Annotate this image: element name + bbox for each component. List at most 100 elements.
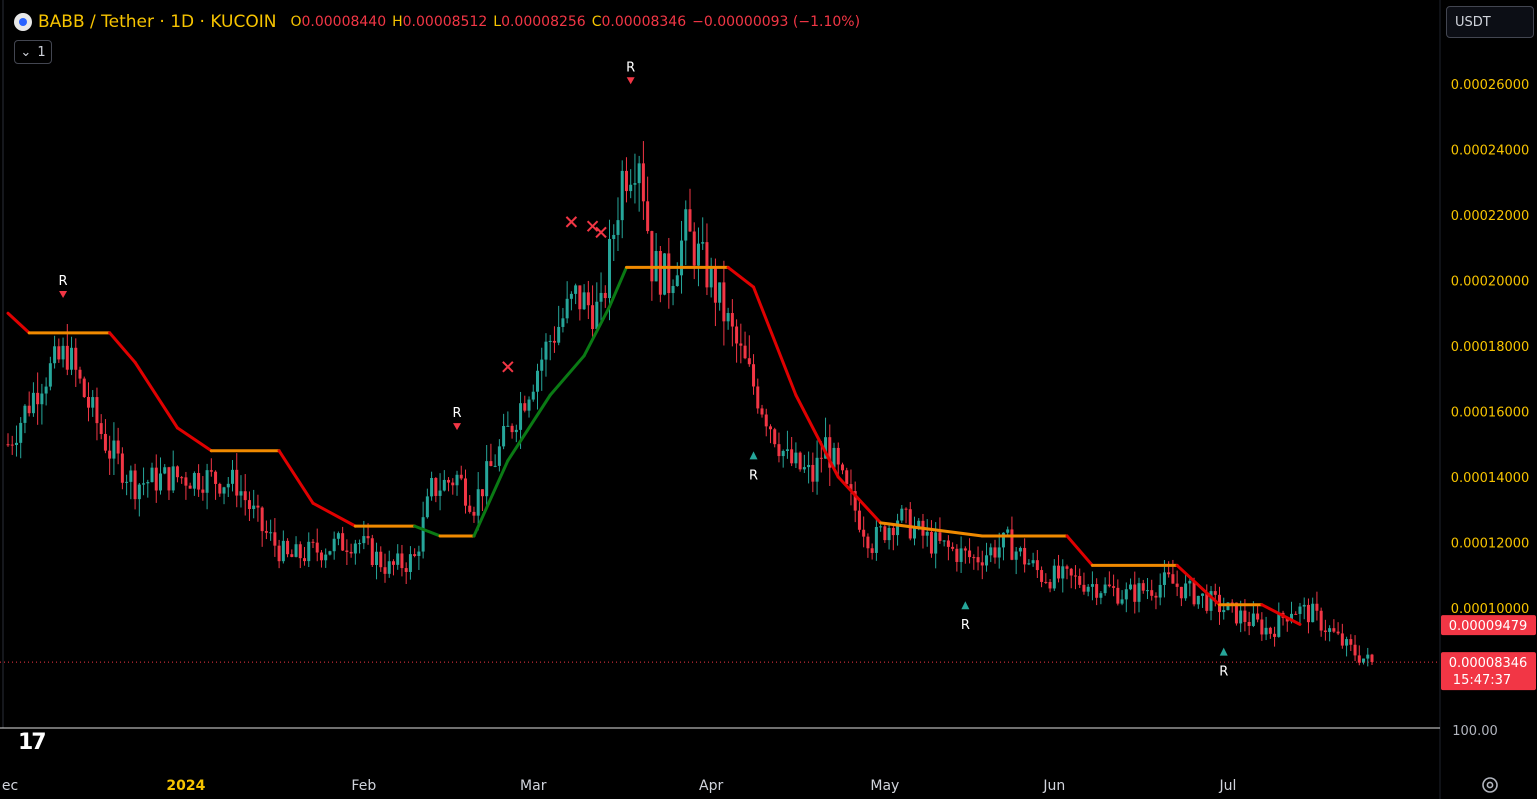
symbol-legend: BABB / Tether · 1D · KUCOIN O0.00008440 … [14,10,860,34]
candle-body [1188,580,1192,584]
candle-body [815,457,819,482]
candle-body [434,477,438,496]
supertrend-segment [794,393,840,479]
candle-body [696,243,700,266]
candle-body [1268,627,1272,634]
candle-body [19,422,23,443]
candle-body [400,553,404,569]
candle-body [963,548,967,551]
candle-body [1141,583,1145,591]
candle-body [497,446,501,466]
candle-body [442,479,446,491]
candle-body [205,470,209,493]
candle-body [167,467,171,491]
candle-body [1234,602,1238,624]
candle-body [828,437,832,468]
supertrend-segment [1175,563,1221,607]
candle-body [1201,593,1205,596]
candle-body [1095,584,1099,598]
currency-value: USDT [1455,14,1491,30]
chevron-down-icon: ⌄ [20,44,32,60]
candle-body [849,484,853,492]
candle-body [1023,547,1027,565]
last-price-text: 0.00008346 [1449,656,1528,671]
candle-body [430,477,434,497]
candle-body [862,529,866,537]
candle-body [358,543,362,545]
cross-signal-marker [565,216,578,228]
x-tick-label: ec [2,778,18,794]
candle-body [578,285,582,310]
high-key: H [392,14,403,30]
candle-body [48,363,52,387]
buy-signal-label: R [961,618,970,633]
candle-body [599,292,603,302]
candle-body [1065,566,1069,569]
candle-body [557,326,561,343]
candle-body [65,345,69,370]
candle-body [1154,595,1158,598]
sell-signal-label: R [626,60,635,75]
candle-body [735,326,739,344]
high-value: 0.00008512 [402,14,488,30]
candle-body [959,548,963,562]
candle-body [1184,583,1188,599]
candle-body [1082,584,1086,592]
candle-body [879,526,883,528]
candle-body [247,500,251,510]
sell-signal-triangle [59,291,68,299]
candle-body [383,567,387,574]
candle-body [781,450,785,457]
coin-icon [14,13,32,31]
candle-body [616,220,620,235]
candle-body [235,469,239,496]
candle-body [214,471,218,484]
candle-body [658,250,662,295]
candle-body [832,447,836,468]
currency-select[interactable]: USDT [1446,6,1534,38]
candle-body [273,532,277,546]
candle-body [315,542,319,553]
candle-body [31,392,35,414]
y-tick-label: 0.00024000 [1451,144,1530,159]
candle-body [455,474,459,486]
candle-body [1315,603,1319,611]
candle-body [328,551,332,555]
candle-body [925,531,929,536]
candle-body [637,163,641,184]
supertrend-segment [582,305,612,358]
symbol-title[interactable]: BABB / Tether · 1D · KUCOIN [38,12,277,32]
candle-body [887,527,891,541]
supertrend-segment [752,285,798,397]
x-tick-label: Jun [1042,778,1065,794]
candle-body [1107,584,1111,587]
candle-body [82,378,86,398]
volume-axis-label: 100.00 [1452,724,1498,739]
candle-body [646,201,650,232]
candle-body [1311,603,1315,623]
candle-body [726,313,730,322]
tradingview-logo-icon[interactable]: 17 [18,730,47,755]
cross-signal-marker [502,361,514,373]
candle-body [1294,613,1298,615]
candle-body [1357,655,1361,663]
candle-body [86,397,90,408]
candle-body [802,467,806,470]
buy-signal-label: R [1219,665,1228,680]
candle-body [1099,593,1103,598]
candle-body [226,483,230,488]
candle-body [667,253,671,294]
candle-body [353,543,357,554]
candle-body [269,532,273,534]
candle-body [1362,658,1366,663]
candle-body [569,293,573,299]
candle-body [1044,581,1048,583]
candle-body [125,481,129,483]
candle-body [1302,604,1306,607]
candle-body [1090,584,1094,587]
indicators-collapse-button[interactable]: ⌄ 1 [14,40,52,64]
gear-icon[interactable] [1480,775,1500,795]
candle-body [154,467,158,491]
candle-body [1239,610,1243,624]
